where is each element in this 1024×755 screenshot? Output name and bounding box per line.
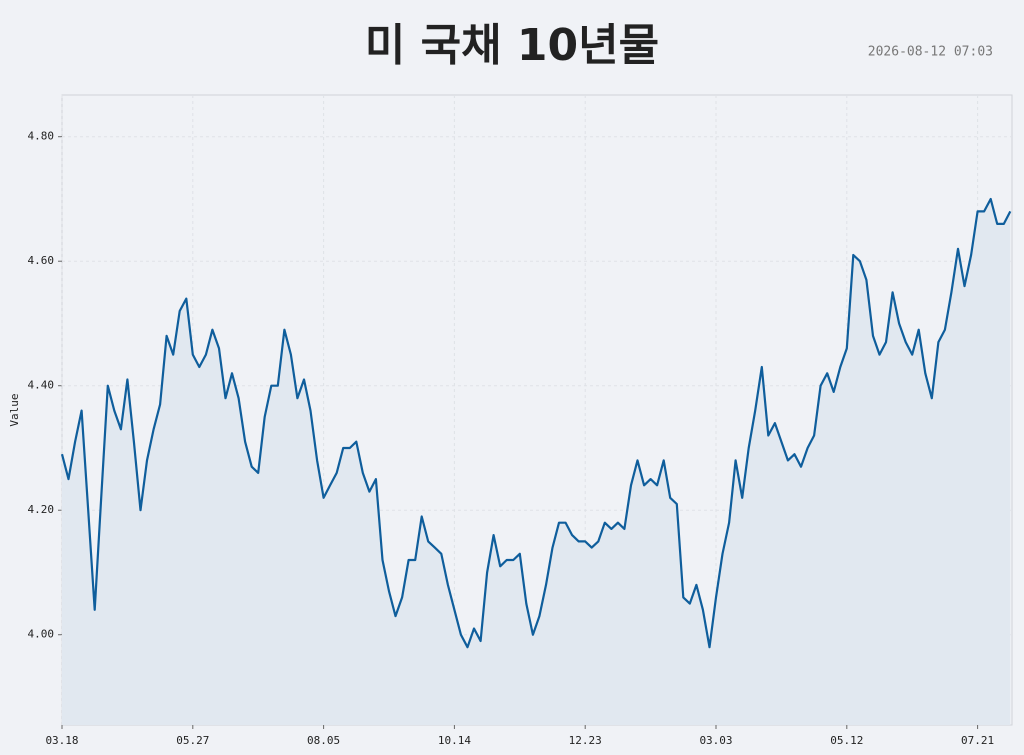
timestamp: 2026-08-12 07:03 <box>868 45 993 60</box>
area <box>62 199 1011 725</box>
x-tick-label: 03.03 <box>699 734 732 747</box>
x-tick-label: 05.12 <box>830 734 863 747</box>
y-tick-label: 4.20 <box>28 503 55 516</box>
y-axis-label: Value <box>8 393 21 426</box>
line <box>60 197 1012 649</box>
x-tick-label: 05.27 <box>176 734 209 747</box>
x-tick-label: 08.05 <box>307 734 340 747</box>
x-tick-label: 03.18 <box>45 734 78 747</box>
y-tick-label: 4.40 <box>28 379 55 392</box>
y-tick-label: 4.60 <box>28 254 55 267</box>
chart-title: 미 국채 10년물 <box>365 20 659 71</box>
x-tick-label: 12.23 <box>569 734 602 747</box>
x-tick-label: 07.21 <box>961 734 994 747</box>
y-tick-label: 4.80 <box>28 130 55 143</box>
y-tick-label: 4.00 <box>28 628 55 641</box>
x-tick-label: 10.14 <box>438 734 471 747</box>
